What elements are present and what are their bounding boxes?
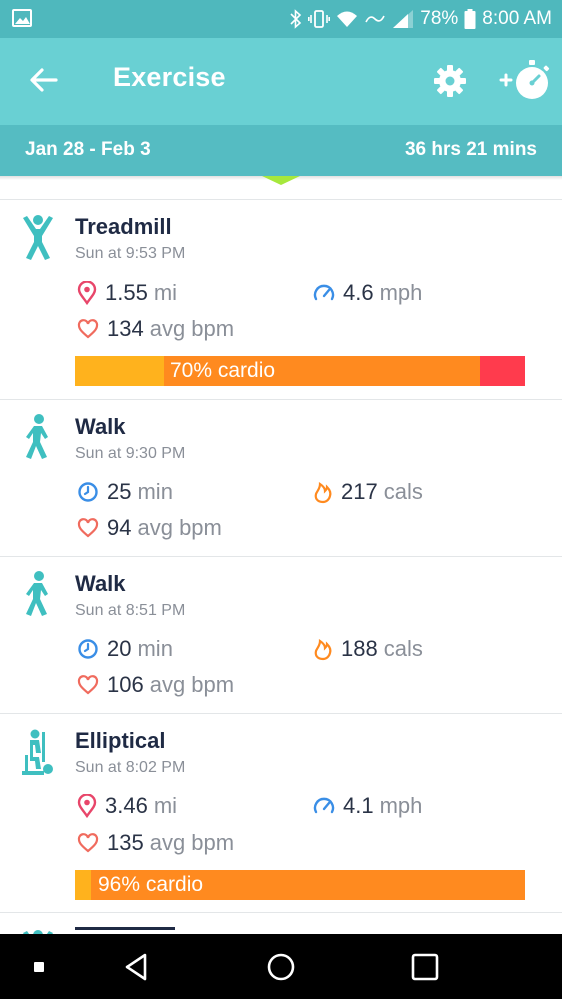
location-pin-icon [77, 281, 97, 305]
walking-person-icon [26, 571, 48, 616]
stat-value: 3.46 [105, 793, 148, 818]
divider [0, 199, 562, 200]
clock-icon [78, 482, 98, 502]
heart-rate-stat: 135 avg bpm [77, 830, 234, 856]
stat-value: 135 [107, 830, 144, 855]
exercise-time: Sun at 8:51 PM [75, 602, 186, 619]
exercise-time: Sun at 8:02 PM [75, 759, 186, 776]
cardio-segment [91, 870, 525, 900]
list-item[interactable]: Walk Sun at 8:51 PM 20 min 188 cals 106 … [0, 557, 562, 714]
app-bar: Exercise [0, 38, 562, 125]
date-range-bar[interactable]: Jan 28 - Feb 3 36 hrs 21 mins [0, 125, 562, 180]
stat-value: 94 [107, 515, 132, 540]
stat-unit: mph [379, 793, 423, 818]
zone-label: 70% cardio [170, 359, 276, 382]
battery-icon [464, 9, 476, 29]
location-pin-icon [77, 794, 97, 818]
heart-zone-bar: 70% cardio [75, 356, 525, 386]
home-circle-icon[interactable] [264, 950, 298, 984]
battery-percent: 78% [420, 8, 459, 29]
exercise-name-cut [75, 927, 175, 935]
distance-stat: 3.46 mi [77, 793, 177, 819]
total-duration: 36 hrs 21 mins [404, 139, 537, 160]
signal-icon [393, 10, 414, 28]
cardio-segment [164, 356, 480, 386]
heart-rate-stat: 134 avg bpm [77, 316, 234, 342]
back-triangle-icon[interactable] [120, 950, 154, 984]
stat-value: 25 [107, 479, 132, 504]
stat-unit: avg bpm [149, 316, 235, 341]
exercise-name: Treadmill [75, 214, 172, 239]
stat-unit: min [137, 636, 173, 661]
exercise-name: Elliptical [75, 728, 166, 753]
add-stopwatch-icon[interactable] [498, 56, 552, 104]
gallery-icon [12, 9, 32, 27]
list-item[interactable]: Elliptical Sun at 8:02 PM 3.46 mi 4.1 mp… [0, 714, 562, 913]
heart-icon [77, 833, 99, 853]
stat-unit: avg bpm [137, 515, 222, 540]
flame-icon [314, 481, 332, 504]
calories-stat: 217 cals [313, 479, 423, 505]
heart-rate-stat: 106 avg bpm [77, 672, 234, 698]
stat-value: 217 [341, 479, 378, 504]
stat-value: 4.6 [343, 280, 374, 305]
flame-icon [314, 638, 332, 661]
stat-unit: cals [383, 636, 423, 661]
speedometer-icon [313, 284, 335, 301]
stat-value: 1.55 [105, 280, 148, 305]
walking-person-icon [26, 414, 48, 459]
stat-value: 106 [107, 672, 144, 697]
stat-unit: mi [153, 793, 178, 818]
exercise-name: Walk [75, 414, 126, 439]
gear-icon[interactable] [431, 62, 469, 100]
exercise-time: Sun at 9:53 PM [75, 245, 186, 262]
exercise-name: Walk [75, 571, 126, 596]
heart-icon [77, 518, 99, 538]
bluetooth-icon [290, 9, 302, 29]
fat-burn-segment [75, 356, 164, 386]
peak-segment [480, 356, 525, 386]
stat-unit: avg bpm [149, 830, 235, 855]
stat-value: 20 [107, 636, 132, 661]
heart-icon [77, 675, 99, 695]
stat-unit: mi [153, 280, 178, 305]
data-saver-icon [365, 15, 385, 23]
clock-icon [78, 639, 98, 659]
wifi-icon [337, 11, 358, 27]
elliptical-person-icon [22, 729, 53, 775]
speed-stat: 4.6 mph [313, 280, 422, 306]
distance-stat: 1.55 mi [77, 280, 177, 306]
status-bar: 78% 8:00 AM [0, 0, 562, 38]
treadmill-person-icon [23, 215, 53, 260]
stat-value: 4.1 [343, 793, 374, 818]
fat-burn-segment [75, 870, 91, 900]
exercise-time: Sun at 9:30 PM [75, 445, 186, 462]
calories-stat: 188 cals [313, 636, 423, 662]
page-title: Exercise [113, 62, 226, 92]
vibrate-icon [308, 10, 331, 28]
stat-unit: mph [379, 280, 423, 305]
heart-zone-bar: 96% cardio [75, 870, 525, 900]
recents-dot-icon[interactable] [22, 950, 56, 984]
stat-value: 188 [341, 636, 378, 661]
chevron-down-icon[interactable] [260, 176, 302, 186]
stat-value: 134 [107, 316, 144, 341]
stat-unit: cals [383, 479, 423, 504]
heart-icon [77, 319, 99, 339]
list-item[interactable]: Treadmill Sun at 9:53 PM 1.55 mi 4.6 mph… [0, 200, 562, 400]
zone-label: 96% cardio [98, 873, 204, 896]
speed-stat: 4.1 mph [313, 793, 422, 819]
arrow-left-icon[interactable] [26, 62, 62, 98]
overview-square-icon[interactable] [408, 950, 442, 984]
stat-unit: avg bpm [149, 672, 235, 697]
clock-time: 8:00 AM [482, 8, 552, 29]
stat-unit: min [137, 479, 173, 504]
duration-stat: 25 min [77, 479, 173, 505]
date-range: Jan 28 - Feb 3 [25, 139, 151, 160]
list-item[interactable]: Walk Sun at 9:30 PM 25 min 217 cals 94 a… [0, 400, 562, 557]
heart-rate-stat: 94 avg bpm [77, 515, 222, 541]
system-nav-bar [0, 934, 562, 999]
speedometer-icon [313, 797, 335, 814]
duration-stat: 20 min [77, 636, 173, 662]
